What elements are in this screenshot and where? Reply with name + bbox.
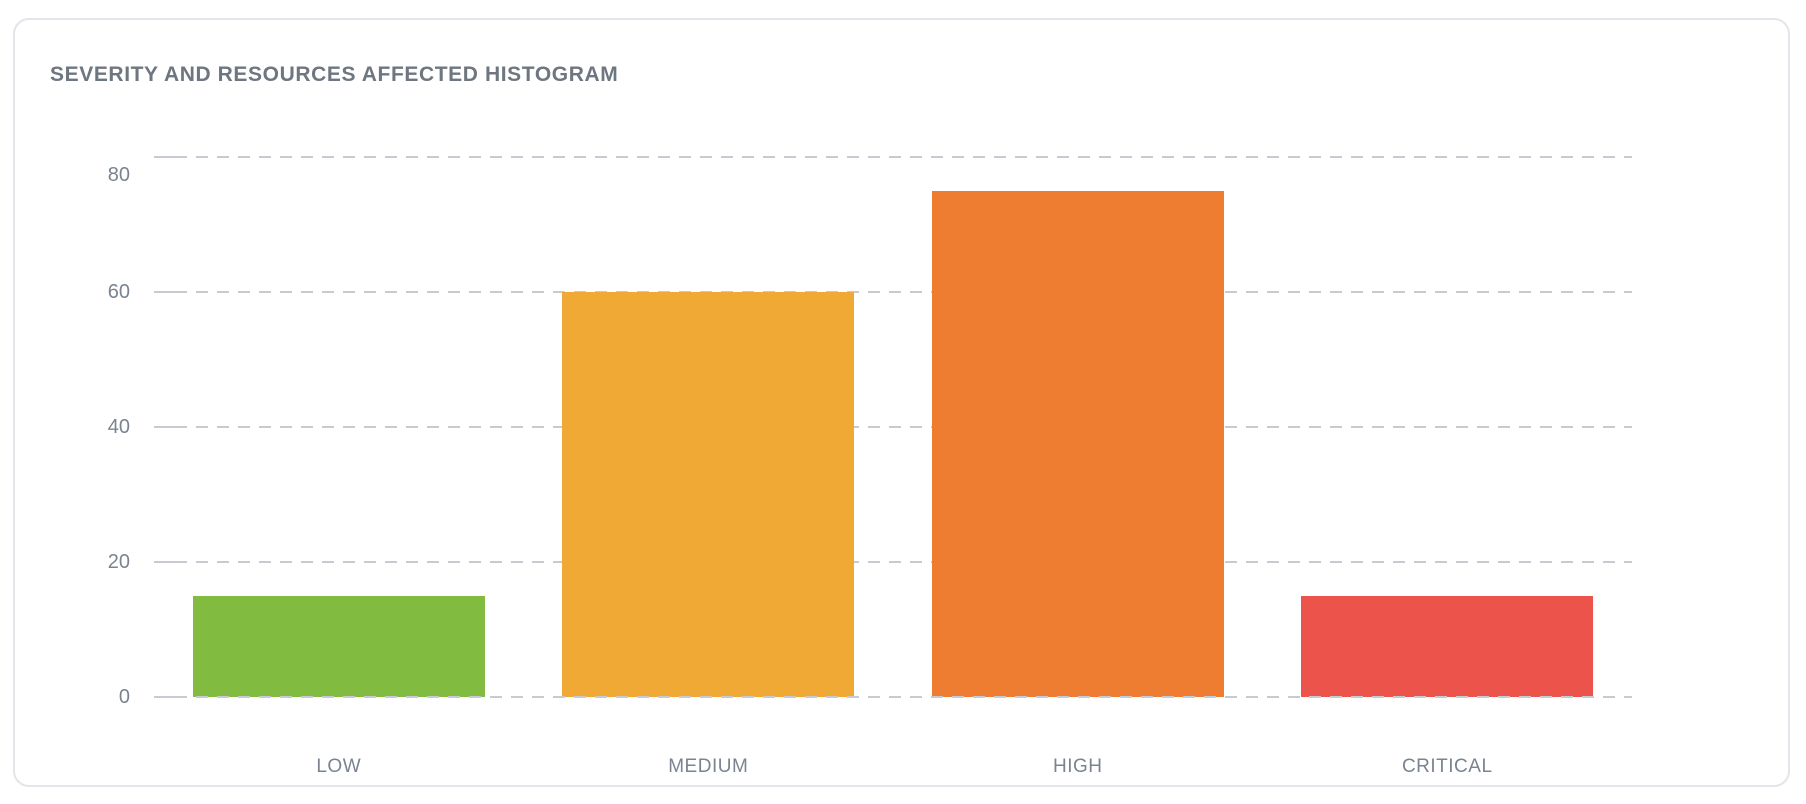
x-axis-label-critical: CRITICAL [1401, 756, 1493, 777]
gridline-80 [154, 155, 1632, 159]
gridline-20 [154, 560, 1632, 564]
x-axis-label-low: LOW [316, 756, 362, 777]
chart-title: SEVERITY AND RESOURCES AFFECTED HISTOGRA… [50, 63, 619, 86]
y-axis-tick-label-80: 80 [107, 164, 130, 186]
gridline-0 [154, 695, 1632, 699]
y-axis-tick-label-40: 40 [107, 416, 130, 438]
gridline-60 [154, 290, 1632, 294]
gridline-40 [154, 425, 1632, 429]
y-axis-tick-label-20: 20 [107, 551, 130, 573]
bar-low[interactable] [192, 595, 485, 697]
bar-critical[interactable] [1301, 595, 1594, 697]
x-axis-label-medium: MEDIUM [668, 756, 749, 777]
y-axis-tick-label-60: 60 [107, 281, 130, 303]
chart-plot-area: 0 20 40 60 80 LOW MEDIUM HIGH CRITICAL [15, 20, 1788, 785]
y-axis-tick-label-0: 0 [118, 686, 130, 708]
bar-high[interactable] [931, 190, 1224, 697]
severity-histogram-card: SEVERITY AND RESOURCES AFFECTED HISTOGRA… [13, 18, 1790, 787]
bar-medium[interactable] [562, 292, 855, 697]
x-axis-label-high: HIGH [1053, 756, 1103, 777]
